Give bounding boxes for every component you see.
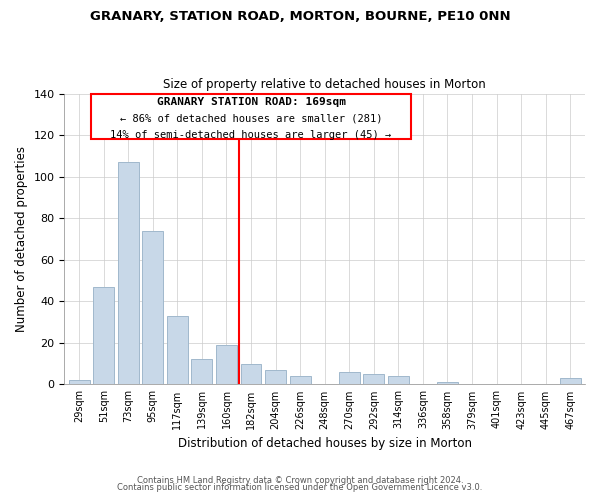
Bar [290,376,311,384]
Bar [142,230,163,384]
Bar [364,374,384,384]
Bar [339,372,359,384]
Text: ← 86% of detached houses are smaller (281): ← 86% of detached houses are smaller (28… [120,114,382,124]
Text: 14% of semi-detached houses are larger (45) →: 14% of semi-detached houses are larger (… [110,130,392,140]
Y-axis label: Number of detached properties: Number of detached properties [15,146,28,332]
Bar [241,364,262,384]
Bar [560,378,581,384]
Bar [388,376,409,384]
Text: Contains HM Land Registry data © Crown copyright and database right 2024.: Contains HM Land Registry data © Crown c… [137,476,463,485]
Bar [265,370,286,384]
X-axis label: Distribution of detached houses by size in Morton: Distribution of detached houses by size … [178,437,472,450]
Bar [191,360,212,384]
Bar [118,162,139,384]
Text: GRANARY STATION ROAD: 169sqm: GRANARY STATION ROAD: 169sqm [157,96,346,106]
Bar [437,382,458,384]
Text: GRANARY, STATION ROAD, MORTON, BOURNE, PE10 0NN: GRANARY, STATION ROAD, MORTON, BOURNE, P… [89,10,511,23]
Bar [167,316,188,384]
Bar [91,94,410,140]
Title: Size of property relative to detached houses in Morton: Size of property relative to detached ho… [163,78,486,91]
Bar [93,287,114,384]
Bar [216,345,237,385]
Bar [69,380,89,384]
Text: Contains public sector information licensed under the Open Government Licence v3: Contains public sector information licen… [118,484,482,492]
